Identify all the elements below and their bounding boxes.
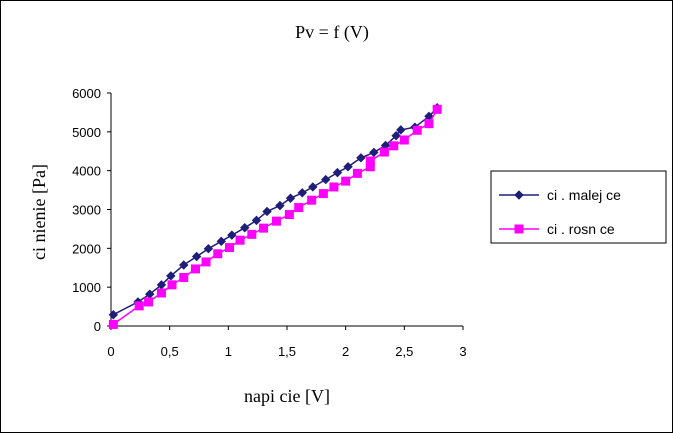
data-point xyxy=(201,257,211,267)
x-axis-label: napi cie [V] xyxy=(244,386,330,406)
data-point xyxy=(179,272,189,282)
data-point xyxy=(108,310,119,320)
data-point xyxy=(396,125,406,135)
y-tick-label: 1000 xyxy=(72,280,101,295)
data-point xyxy=(308,182,318,192)
data-point xyxy=(190,264,200,274)
data-point xyxy=(329,182,339,192)
series-line xyxy=(112,107,438,316)
data-point xyxy=(216,236,227,247)
x-tick-label: 0,5 xyxy=(161,344,179,359)
y-tick-label: 5000 xyxy=(72,125,101,140)
data-point xyxy=(399,135,409,145)
data-point xyxy=(391,131,401,141)
data-point xyxy=(332,167,343,178)
data-point xyxy=(369,147,379,158)
data-point xyxy=(144,297,154,307)
data-point xyxy=(271,216,281,226)
data-point xyxy=(297,188,307,198)
data-point xyxy=(235,235,245,245)
y-tick-label: 0 xyxy=(94,319,101,334)
data-point xyxy=(179,260,189,270)
series-1 xyxy=(108,103,442,320)
data-point xyxy=(294,203,304,213)
y-tick-label: 6000 xyxy=(72,86,101,101)
x-tick-label: 3 xyxy=(459,344,466,359)
data-point xyxy=(343,162,353,172)
data-point xyxy=(318,189,328,199)
data-point xyxy=(213,249,223,259)
data-point xyxy=(247,229,257,239)
data-point xyxy=(203,244,214,254)
x-tick-label: 0 xyxy=(107,344,114,359)
data-point xyxy=(356,153,366,163)
data-point xyxy=(307,195,317,205)
data-point xyxy=(432,104,442,114)
data-point xyxy=(191,251,202,262)
data-point xyxy=(108,319,118,329)
x-tick-label: 1,5 xyxy=(278,344,296,359)
data-point xyxy=(412,125,422,135)
data-point xyxy=(365,156,375,166)
data-point xyxy=(225,243,235,253)
y-tick-label: 2000 xyxy=(72,241,101,256)
x-tick-label: 2,5 xyxy=(395,344,413,359)
y-tick-label: 4000 xyxy=(72,164,101,179)
y-axis-label: ci nienie [Pa] xyxy=(29,164,49,260)
data-point xyxy=(424,119,434,129)
x-tick-label: 2 xyxy=(342,344,349,359)
data-point xyxy=(259,223,269,233)
legend-label: ci . rosn ce xyxy=(547,221,615,237)
legend-label: ci . malej ce xyxy=(547,187,621,203)
legend: ci . malej ce ci . rosn ce xyxy=(490,170,667,244)
data-point xyxy=(262,206,272,217)
data-point xyxy=(166,271,176,281)
data-point xyxy=(275,200,285,211)
data-point xyxy=(321,174,331,185)
data-point xyxy=(251,215,262,226)
data-point xyxy=(379,147,389,157)
data-point xyxy=(167,280,177,290)
chart-title: Pv = f (V) xyxy=(295,22,369,43)
data-point xyxy=(227,230,237,240)
data-point xyxy=(285,193,296,203)
series-2 xyxy=(108,104,442,329)
legend-marker xyxy=(514,190,524,200)
data-point xyxy=(240,223,250,233)
x-tick-label: 1 xyxy=(225,344,232,359)
data-point xyxy=(284,210,294,220)
data-point xyxy=(341,176,351,186)
data-point xyxy=(156,288,166,298)
data-point xyxy=(352,168,362,178)
legend-marker xyxy=(514,224,524,234)
y-tick-label: 3000 xyxy=(72,203,101,218)
plot-area: 0 1000 2000 3000 4000 5000 6000 0 0,5 1 1,5 2 2,5 3 xyxy=(72,86,467,359)
data-point xyxy=(134,301,144,311)
data-point xyxy=(389,141,399,151)
